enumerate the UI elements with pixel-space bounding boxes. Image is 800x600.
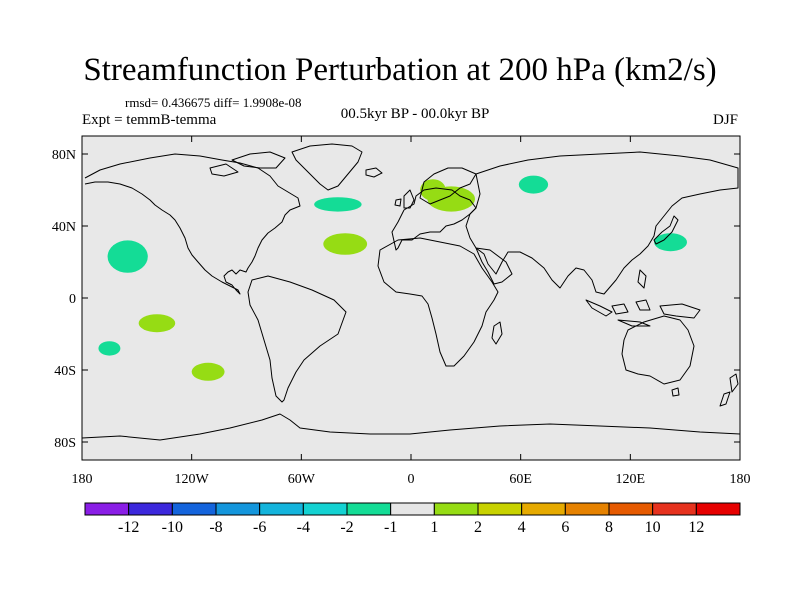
coastlines	[82, 143, 740, 441]
colorbar-swatch	[390, 502, 435, 516]
colorbar-swatch	[171, 502, 217, 516]
coastline-north-america	[84, 153, 301, 295]
x-tick-label: 120E	[616, 472, 646, 487]
colorbar-swatch	[608, 502, 654, 516]
anomaly-9	[191, 362, 225, 381]
colorbar-label: 1	[430, 519, 438, 536]
coastline-iceland	[365, 167, 383, 178]
colorbar-label: -12	[118, 519, 139, 536]
colorbar-label: -4	[297, 519, 310, 536]
anomaly-layer	[98, 175, 687, 381]
y-tick-label: 0	[69, 292, 76, 307]
coastline-japan	[653, 215, 679, 245]
anomaly-5	[323, 233, 368, 255]
coastline-australia	[621, 315, 695, 397]
y-tick-label: 40S	[54, 364, 76, 379]
coastline-british-isles	[394, 189, 415, 209]
coastline-south-america	[247, 275, 347, 403]
colorbar-swatch	[215, 502, 261, 516]
coastline-new-zealand	[719, 373, 739, 407]
anomaly-7	[427, 186, 475, 212]
coastline-maritime-continent	[585, 269, 701, 327]
colorbar-label: 8	[605, 519, 613, 536]
colorbar-swatch	[84, 502, 130, 516]
anomaly-4	[98, 341, 121, 356]
colorbar-swatch	[302, 502, 348, 516]
colorbar-label: 12	[688, 519, 704, 536]
colorbar-swatch	[695, 502, 741, 516]
colorbar-swatch	[477, 502, 523, 516]
coastline-arctic-islands	[209, 151, 286, 177]
map-background	[82, 136, 740, 460]
colorbar-label: 2	[474, 519, 482, 536]
x-tick-label: 60E	[509, 472, 532, 487]
period-label: 00.5kyr BP - 00.0kyr BP	[340, 106, 490, 122]
colorbar-swatch	[259, 502, 304, 516]
coastline-arabia	[475, 247, 513, 285]
anomaly-3	[654, 233, 687, 252]
coastline-madagascar	[491, 321, 503, 345]
y-tick-label: 80S	[54, 436, 76, 451]
colorbar-label: 10	[645, 519, 661, 536]
axis-labels: 180 120W 60W 0 60E 120E 180 80N 40N 0 40S 80S	[52, 148, 751, 487]
colorbar-swatch	[433, 502, 479, 516]
colorbar-swatch	[346, 502, 392, 516]
coastline-asia	[465, 151, 739, 295]
stats-label: rmsd= 0.436675 diff= 1.9908e-08	[125, 95, 302, 110]
anomaly-1	[314, 197, 362, 212]
colorbar-label: -6	[253, 519, 266, 536]
x-tick-label: 180	[730, 472, 751, 487]
anomaly-0	[107, 240, 148, 273]
colorbar-swatch	[521, 502, 566, 516]
x-tick-label: 0	[408, 472, 415, 487]
colorbar-label: -2	[340, 519, 353, 536]
colorbar: -12 -10 -8 -6 -4 -2 -1 1 2 4 6 8 10 12	[84, 502, 741, 536]
y-tick-label: 80N	[52, 148, 76, 163]
colorbar-label: 4	[518, 519, 526, 536]
y-tick-label: 40N	[52, 220, 76, 235]
plot-title: Streamfunction Perturbation at 200 hPa (…	[83, 52, 717, 88]
experiment-label: Expt = temmB-temma	[82, 112, 217, 128]
colorbar-label: -8	[209, 519, 222, 536]
anomaly-2	[518, 175, 549, 194]
anomaly-8	[138, 314, 176, 333]
colorbar-label: 6	[561, 519, 569, 536]
colorbar-swatch	[652, 502, 697, 516]
colorbar-swatch	[564, 502, 610, 516]
x-tick-label: 120W	[175, 472, 210, 487]
coastline-greenland	[291, 143, 363, 191]
colorbar-label: -10	[162, 519, 183, 536]
colorbar-swatch	[128, 502, 173, 516]
x-tick-label: 180	[72, 472, 93, 487]
coastline-scandinavia	[419, 167, 477, 205]
colorbar-label: -1	[384, 519, 397, 536]
coastline-africa	[377, 237, 499, 367]
coastline-antarctica	[82, 413, 740, 441]
season-label: DJF	[713, 112, 739, 128]
x-tick-label: 60W	[288, 472, 316, 487]
axis-ticks	[81, 136, 741, 460]
